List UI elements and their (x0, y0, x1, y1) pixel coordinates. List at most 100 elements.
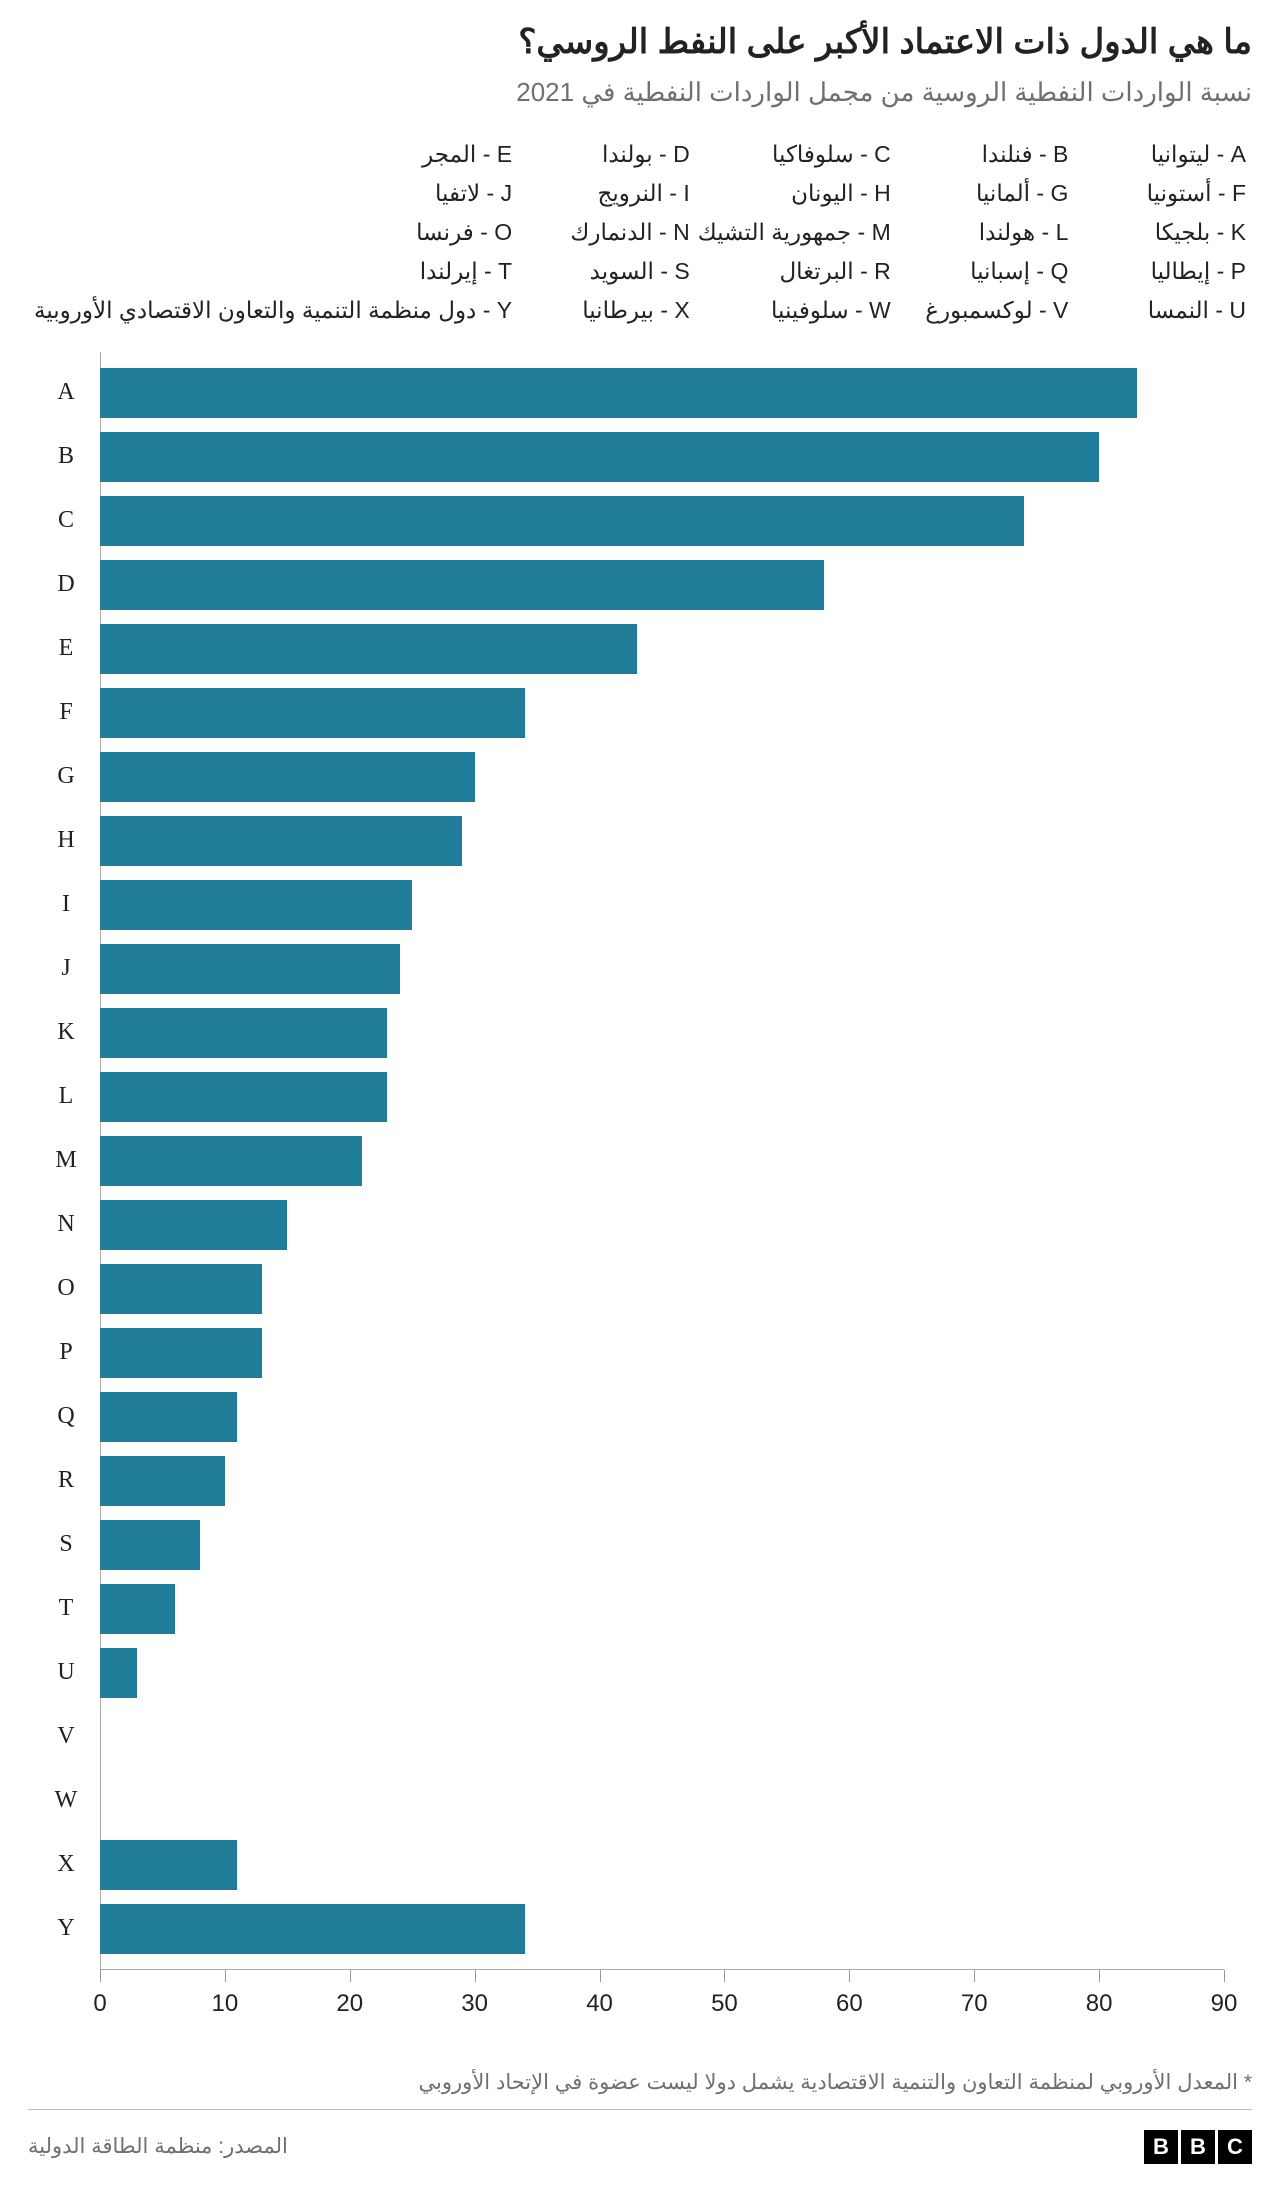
bar (100, 688, 525, 738)
x-tick (974, 1970, 975, 1982)
bar-row (100, 1264, 1224, 1314)
row-label: Q (38, 1403, 94, 1430)
bar (100, 368, 1137, 418)
legend-item: I - النرويج (520, 180, 690, 207)
row-label: G (38, 763, 94, 790)
row-label: Y (38, 1915, 94, 1942)
row-label: W (38, 1787, 94, 1814)
x-tick-label: 40 (586, 1990, 613, 2018)
bar (100, 1520, 200, 1570)
row-label: X (38, 1851, 94, 1878)
row-label: I (38, 891, 94, 918)
bar-row (100, 1840, 1224, 1890)
legend-item: E - المجر (34, 141, 512, 168)
bar (100, 1648, 137, 1698)
x-axis-line (100, 1969, 1224, 1970)
bar (100, 1392, 237, 1442)
bar (100, 1136, 362, 1186)
bar-row (100, 1008, 1224, 1058)
bar-row (100, 432, 1224, 482)
bar (100, 1456, 225, 1506)
row-label: S (38, 1531, 94, 1558)
plot-region (100, 352, 1224, 1970)
x-tick (849, 1970, 850, 1982)
legend-item: U - النمسا (1076, 297, 1246, 324)
bar (100, 1008, 387, 1058)
bar-row (100, 816, 1224, 866)
row-label: E (38, 635, 94, 662)
bar-row (100, 1712, 1224, 1762)
row-label: B (38, 443, 94, 470)
x-tick-label: 30 (461, 1990, 488, 2018)
bar (100, 816, 462, 866)
legend-item: B - فنلندا (899, 141, 1069, 168)
row-label: R (38, 1467, 94, 1494)
x-tick-label: 70 (961, 1990, 988, 2018)
bar (100, 1264, 262, 1314)
bar-row (100, 1520, 1224, 1570)
legend-item: L - هولندا (899, 219, 1069, 246)
bar-row (100, 368, 1224, 418)
legend-item: J - لاتفيا (34, 180, 512, 207)
x-tick-label: 90 (1211, 1990, 1238, 2018)
bar (100, 1328, 262, 1378)
row-label: K (38, 1019, 94, 1046)
bar (100, 880, 412, 930)
bar-row (100, 752, 1224, 802)
bar-row (100, 624, 1224, 674)
legend-item: X - بيرطانيا (520, 297, 690, 324)
legend-item: T - إيرلندا (34, 258, 512, 285)
bar (100, 496, 1024, 546)
row-label: C (38, 507, 94, 534)
x-tick-label: 10 (212, 1990, 239, 2018)
legend-item: C - سلوفاكيا (698, 141, 891, 168)
row-label: J (38, 955, 94, 982)
bar (100, 1584, 175, 1634)
x-tick (600, 1970, 601, 1982)
bar-row (100, 1136, 1224, 1186)
row-label: A (38, 379, 94, 406)
row-label: D (38, 571, 94, 598)
row-label: M (38, 1147, 94, 1174)
x-tick-label: 60 (836, 1990, 863, 2018)
legend-item: P - إيطاليا (1076, 258, 1246, 285)
legend-item: K - بلجيكا (1076, 219, 1246, 246)
bar (100, 432, 1099, 482)
legend-item: Q - إسبانيا (899, 258, 1069, 285)
bar-row (100, 560, 1224, 610)
bar (100, 1200, 287, 1250)
legend-item: W - سلوفينيا (698, 297, 891, 324)
footer-row: المصدر: منظمة الطاقة الدولية BBC (28, 2130, 1252, 2174)
x-tick (225, 1970, 226, 1982)
legend-item: G - ألمانيا (899, 180, 1069, 207)
bbc-block: B (1144, 2130, 1178, 2164)
bar-row (100, 1200, 1224, 1250)
x-tick (1099, 1970, 1100, 1982)
source-text: المصدر: منظمة الطاقة الدولية (28, 2134, 288, 2159)
legend-item: M - جمهورية التشيك (698, 219, 891, 246)
row-label: N (38, 1211, 94, 1238)
bar (100, 752, 475, 802)
bbc-logo: BBC (1144, 2130, 1252, 2164)
bar (100, 1904, 525, 1954)
x-tick (100, 1970, 101, 1982)
row-label: L (38, 1083, 94, 1110)
bar-row (100, 1392, 1224, 1442)
legend-item: D - بولندا (520, 141, 690, 168)
bar (100, 944, 400, 994)
bar-row (100, 880, 1224, 930)
bar-row (100, 1072, 1224, 1122)
bar-row (100, 1584, 1224, 1634)
bar (100, 1840, 237, 1890)
row-label: T (38, 1595, 94, 1622)
divider (28, 2109, 1252, 2110)
chart-area: ABCDEFGHIJKLMNOPQRSTUVWXY010203040506070… (28, 352, 1252, 2054)
row-label: U (38, 1659, 94, 1686)
bar (100, 1072, 387, 1122)
legend-item: F - أستونيا (1076, 180, 1246, 207)
bar-row (100, 944, 1224, 994)
x-tick (1224, 1970, 1225, 1982)
legend-item: O - فرنسا (34, 219, 512, 246)
row-label: V (38, 1723, 94, 1750)
x-tick-label: 0 (93, 1990, 106, 2018)
